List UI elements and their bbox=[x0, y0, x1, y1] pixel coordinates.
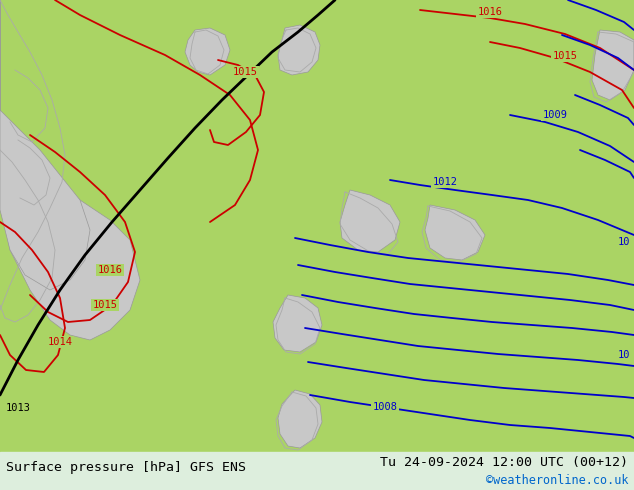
Text: 1009: 1009 bbox=[543, 110, 567, 120]
Bar bbox=[0, 452, 634, 490]
Text: Surface pressure [hPa] GFS ENS: Surface pressure [hPa] GFS ENS bbox=[6, 461, 246, 474]
Text: 1015: 1015 bbox=[93, 300, 117, 310]
Text: ©weatheronline.co.uk: ©weatheronline.co.uk bbox=[486, 474, 628, 487]
Text: 1014: 1014 bbox=[48, 337, 72, 347]
Text: 1015: 1015 bbox=[552, 51, 578, 61]
Text: 1012: 1012 bbox=[432, 177, 458, 187]
Polygon shape bbox=[340, 190, 400, 252]
Polygon shape bbox=[273, 295, 322, 352]
Polygon shape bbox=[0, 0, 140, 340]
Polygon shape bbox=[278, 25, 320, 75]
Polygon shape bbox=[0, 0, 90, 290]
Text: 1015: 1015 bbox=[233, 67, 257, 77]
Text: 1016: 1016 bbox=[98, 265, 122, 275]
Text: 1016: 1016 bbox=[477, 7, 503, 17]
Polygon shape bbox=[278, 390, 322, 448]
Text: Tu 24-09-2024 12:00 UTC (00+12): Tu 24-09-2024 12:00 UTC (00+12) bbox=[380, 456, 628, 469]
Polygon shape bbox=[592, 30, 634, 100]
Text: 10: 10 bbox=[618, 237, 630, 247]
Polygon shape bbox=[185, 28, 230, 75]
Text: 1013: 1013 bbox=[6, 403, 30, 413]
Text: 1008: 1008 bbox=[373, 402, 398, 412]
Polygon shape bbox=[425, 205, 485, 260]
Text: 10: 10 bbox=[618, 350, 630, 360]
